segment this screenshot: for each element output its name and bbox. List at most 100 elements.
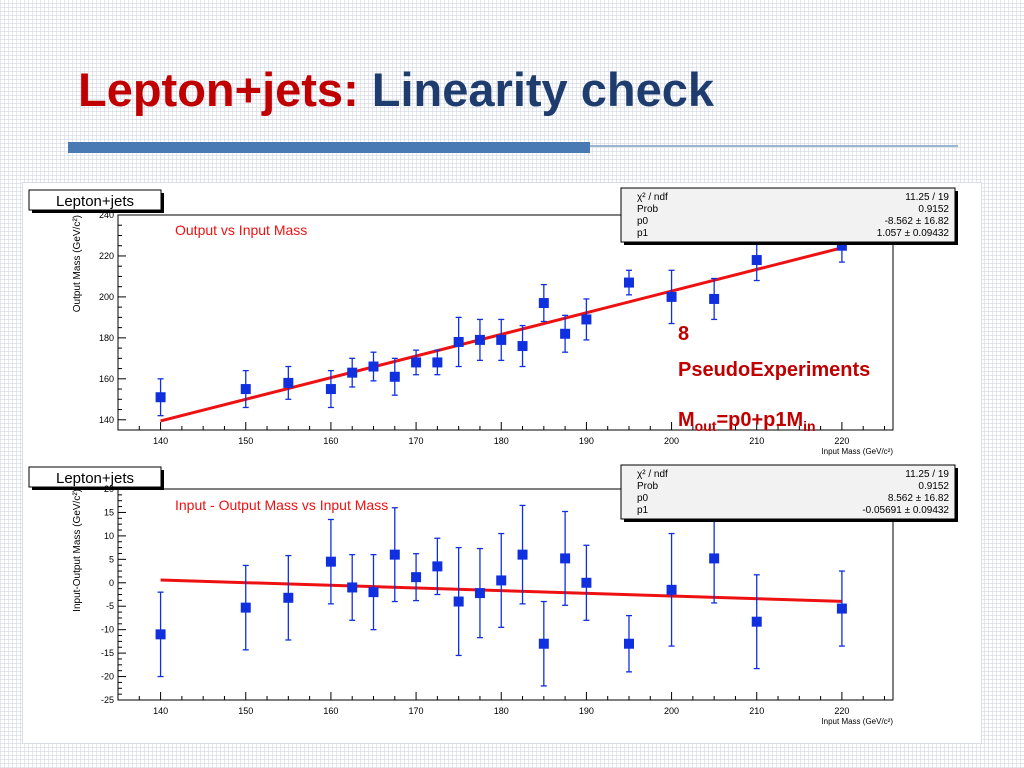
canvas-label-box: Lepton+jets [28, 466, 164, 490]
stats-box-shadow-r [955, 191, 958, 245]
y-tick-label: 0 [109, 578, 114, 588]
pseudo-experiment-label: PseudoExperiments [678, 359, 871, 381]
data-point [581, 577, 592, 588]
x-tick-label: 160 [323, 706, 338, 716]
title-rule-thick [68, 142, 590, 153]
stats-name: p1 [637, 505, 649, 516]
x-tick-label: 150 [238, 436, 253, 446]
stats-name: Prob [637, 204, 659, 215]
data-point [496, 575, 507, 586]
data-point [240, 384, 251, 395]
plots-figure: Lepton+jets 140 150 160 170 180 190 200 210 220 14… [22, 182, 982, 744]
data-point [709, 553, 720, 564]
data-point [389, 549, 400, 560]
y-tick-label: 220 [99, 251, 114, 261]
canvas-label-shadow-r [161, 193, 164, 213]
x-tick-label: 220 [834, 436, 849, 446]
stats-value: 11.25 / 19 [905, 192, 949, 203]
data-point [496, 334, 507, 345]
data-point [666, 291, 677, 302]
data-point [283, 592, 294, 603]
y-tick-label: -25 [101, 695, 114, 705]
stats-value: -0.05691 ± 0.09432 [862, 505, 949, 516]
data-point [560, 328, 571, 339]
canvas-label: Lepton+jets [56, 193, 134, 210]
x-tick-label: 160 [323, 436, 338, 446]
data-point [453, 336, 464, 347]
data-point [347, 582, 358, 593]
slide-title-part2: Linearity check [371, 63, 714, 116]
y-tick-label: 180 [99, 333, 114, 343]
data-point [325, 384, 336, 395]
plot-title: Input - Output Mass vs Input Mass [175, 497, 388, 513]
stats-box: χ² / ndf 11.25 / 19 Prob 0.9152 p0 -8.562 ± 1… [620, 187, 958, 245]
stats-name: χ² / ndf [637, 469, 668, 480]
data-point [538, 638, 549, 649]
data-point [623, 277, 634, 288]
data-point [560, 553, 571, 564]
y-tick-label: 200 [99, 292, 114, 302]
data-point [368, 361, 379, 372]
data-point [347, 367, 358, 378]
y-tick-label: -15 [101, 648, 114, 658]
x-tick-label: 170 [409, 706, 424, 716]
data-point [389, 371, 400, 382]
x-tick-label: 220 [834, 706, 849, 716]
x-tick-label: 210 [749, 706, 764, 716]
x-tick-label: 190 [579, 436, 594, 446]
stats-name: p1 [637, 228, 649, 239]
canvas-label-shadow-b [32, 210, 164, 213]
plot-frame [117, 488, 894, 701]
data-point [666, 584, 677, 595]
chart-panel-1: Lepton+jets 140 150 160 170 180 190 200 210 220 14… [28, 187, 958, 456]
x-axis-title: Input Mass (GeV/c²) [821, 447, 893, 456]
stats-value: 0.9152 [918, 204, 949, 215]
x-tick-label: 140 [153, 706, 168, 716]
fit-formula: Mout=p0+p1Min [678, 408, 816, 438]
stats-box-shadow-b [624, 519, 958, 522]
stats-name: p0 [637, 493, 649, 504]
x-tick-label: 210 [749, 436, 764, 446]
x-tick-label: 200 [664, 436, 679, 446]
stats-box: χ² / ndf 11.25 / 19 Prob 0.9152 p0 8.562 ± 16… [620, 464, 958, 522]
data-point [836, 240, 847, 251]
stats-box-shadow-b [624, 242, 958, 245]
data-point [325, 556, 336, 567]
stats-name: p0 [637, 216, 649, 227]
data-point [709, 293, 720, 304]
y-tick-label: -10 [101, 625, 114, 635]
canvas-label: Lepton+jets [56, 470, 134, 487]
data-point [432, 561, 443, 572]
y-axis-title: Output Mass (GeV/c²) [72, 215, 83, 312]
y-tick-label: 240 [99, 210, 114, 220]
data-point [581, 314, 592, 325]
data-point [836, 603, 847, 614]
canvas-label-box: Lepton+jets [28, 189, 164, 213]
y-axis-title: Input-Output Mass (GeV/c²) [72, 489, 83, 612]
stats-name: χ² / ndf [637, 192, 668, 203]
canvas-label-shadow-r [161, 470, 164, 490]
stats-value: -8.562 ± 16.82 [885, 216, 950, 227]
stats-box-shadow-r [955, 468, 958, 522]
x-tick-label: 140 [153, 436, 168, 446]
formula-out: out [694, 418, 717, 434]
formula-in: in [803, 418, 816, 434]
y-tick-label: 160 [99, 374, 114, 384]
data-point [517, 341, 528, 352]
data-point [368, 587, 379, 598]
data-point [155, 629, 166, 640]
plot-title: Output vs Input Mass [175, 222, 307, 238]
canvas-label-shadow-b [32, 487, 164, 490]
plot-frame [117, 214, 894, 431]
data-point [283, 377, 294, 388]
data-point [751, 255, 762, 266]
data-point [432, 357, 443, 368]
x-tick-label: 190 [579, 706, 594, 716]
y-tick-label: 140 [99, 415, 114, 425]
data-point [453, 596, 464, 607]
stats-value: 0.9152 [918, 481, 949, 492]
data-point [411, 357, 422, 368]
formula-m: M [678, 409, 695, 431]
x-tick-label: 170 [409, 436, 424, 446]
